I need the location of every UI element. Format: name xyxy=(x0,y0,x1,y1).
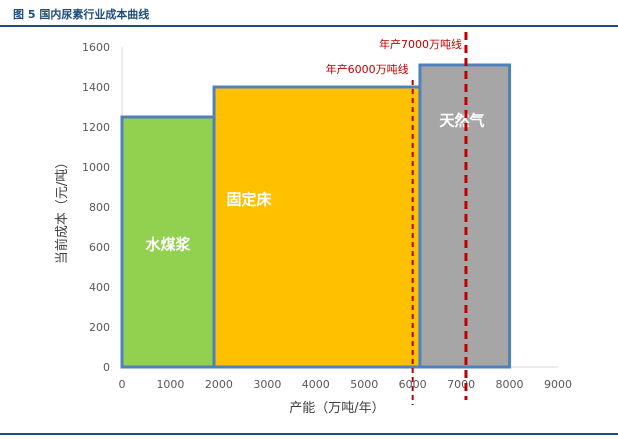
y-tick-label: 0 xyxy=(103,361,110,374)
y-tick-label: 600 xyxy=(89,241,110,254)
segment-label: 固定床 xyxy=(227,191,273,209)
plot-area: 0 200 400 600 800 1000 1200 1400 1600 0 1000 2000 30… xyxy=(82,32,572,405)
x-tick-label: 8000 xyxy=(496,378,524,391)
reference-line-label: 年产6000万吨线 xyxy=(326,62,409,76)
y-tick-label: 800 xyxy=(89,201,110,214)
y-tick-label: 200 xyxy=(89,321,110,334)
x-axis-label: 产能（万吨/年） xyxy=(289,401,384,416)
y-tick-label: 400 xyxy=(89,281,110,294)
top-divider xyxy=(0,25,618,27)
figure-title: 图 5 国内尿素行业成本曲线 xyxy=(13,8,150,21)
bar-segment xyxy=(120,115,216,369)
x-tick-label: 3000 xyxy=(253,378,281,391)
bottom-divider xyxy=(0,433,618,435)
y-tick-label: 1400 xyxy=(82,81,110,94)
segment-label: 水煤浆 xyxy=(146,236,192,254)
reference-line-label: 年产7000万吨线 xyxy=(379,37,462,51)
y-tick-label: 1600 xyxy=(82,41,110,54)
x-tick-label: 6000 xyxy=(399,378,427,391)
y-axis-label: 当前成本（元/吨） xyxy=(54,156,70,264)
bar-segment xyxy=(212,85,422,369)
segment-label: 天然气 xyxy=(440,111,485,129)
x-tick-label: 1000 xyxy=(156,378,184,391)
x-tick-label: 9000 xyxy=(544,378,572,391)
y-tick-label: 1200 xyxy=(82,121,110,134)
x-tick-label: 4000 xyxy=(302,378,330,391)
y-tick-label: 1000 xyxy=(82,161,110,174)
x-tick-label: 7000 xyxy=(447,378,475,391)
x-tick-label: 0 xyxy=(119,378,126,391)
x-tick-label: 2000 xyxy=(205,378,233,391)
x-tick-label: 5000 xyxy=(350,378,378,391)
